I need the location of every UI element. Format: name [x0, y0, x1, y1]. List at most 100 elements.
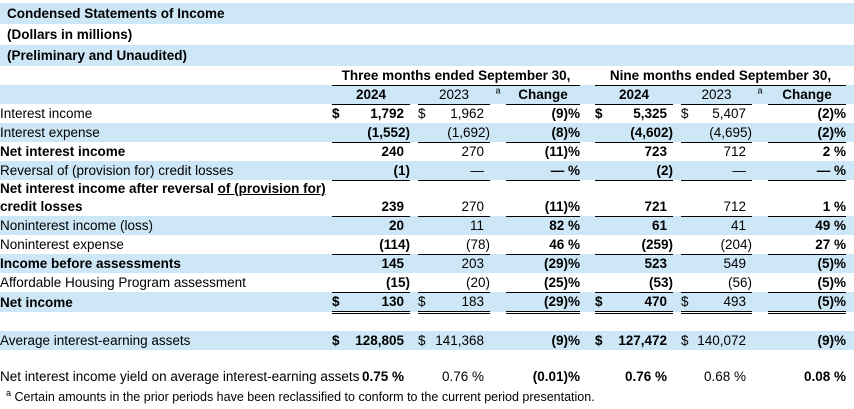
cell-value: (15) — [346, 273, 410, 293]
col-header-2023: 2023 — [681, 85, 752, 105]
row-label: Noninterest income (loss) — [0, 216, 332, 235]
row-net-interest-income-after-reversal: Net interest income after reversal of (p… — [0, 180, 854, 217]
cell-value: 712 — [723, 144, 746, 159]
cell-value: 0.76 % — [441, 369, 484, 384]
cell-value: 1,962 — [450, 106, 484, 121]
income-statement-table: Three months ended September 30, Nine mo… — [0, 66, 854, 386]
cell-change: (25)% — [506, 273, 580, 293]
cell-value: 61 — [609, 216, 673, 235]
row-noninterest-income: Noninterest income (loss) 20 11 82 % 61 … — [0, 216, 854, 235]
cell-value: 5,407 — [712, 106, 746, 121]
row-label: Net interest income after reversal of (p… — [0, 181, 326, 214]
row-label: Noninterest expense — [0, 237, 124, 252]
footnote-text: Certain amounts in the prior periods hav… — [14, 390, 595, 405]
dollar-sign: $ — [332, 292, 346, 314]
row-noninterest-expense: Noninterest expense (114) (78) 46 % (259… — [0, 235, 854, 255]
cell-change: — % — [768, 161, 847, 181]
dollar-sign: $ — [418, 292, 432, 314]
cell-change: — % — [506, 161, 580, 181]
cell-change: (0.01)% — [532, 369, 580, 384]
cell-change: 49 % — [768, 216, 847, 235]
cell-change: (2)% — [768, 123, 847, 143]
cell-value: (4,602) — [609, 123, 673, 143]
footnote-marker: a — [6, 388, 12, 398]
row-net-interest-income-yield: Net interest income yield on average int… — [0, 350, 854, 386]
cell-value: 240 — [381, 144, 404, 159]
cell-change: (9)% — [768, 331, 847, 350]
row-label: Affordable Housing Program assessment — [0, 275, 246, 290]
row-interest-expense: Interest expense (1,552) (1,692) (8)% (4… — [0, 123, 854, 143]
cell-change: (11)% — [544, 144, 580, 159]
cell-value: (20) — [432, 273, 490, 293]
cell-value: 11 — [432, 216, 490, 235]
cell-change: (9)% — [551, 106, 580, 121]
cell-value: 183 — [432, 292, 490, 314]
cell-value: (53) — [609, 273, 673, 293]
cell-value: 5,325 — [633, 106, 667, 121]
cell-change: 27 % — [768, 235, 847, 255]
footnote-marker: a — [752, 85, 768, 104]
cell-value: 270 — [432, 180, 490, 217]
cell-change: 2 % — [822, 144, 847, 159]
cell-value: (78) — [432, 235, 490, 255]
row-label: Net income — [0, 292, 332, 312]
cell-change: (11)% — [506, 180, 580, 217]
footnote-marker: a — [490, 85, 506, 104]
dollar-sign: $ — [595, 292, 609, 314]
cell-value: 721 — [609, 180, 673, 217]
cell-value: 1,792 — [370, 106, 404, 121]
dollar-sign: $ — [681, 331, 695, 350]
dollar-sign: $ — [332, 106, 340, 121]
dollar-sign: $ — [418, 106, 426, 121]
cell-value: (4,695) — [695, 123, 752, 143]
footnote: a Certain amounts in the prior periods h… — [0, 386, 854, 406]
doc-subtitle-units: (Dollars in millions) — [7, 27, 133, 42]
cell-value: 712 — [695, 180, 752, 217]
group-header-three-months: Three months ended September 30, — [332, 66, 580, 86]
doc-subtitle-status: (Preliminary and Unaudited) — [0, 45, 854, 66]
cell-value: 0.68 % — [703, 369, 746, 384]
cell-value: 140,072 — [695, 331, 752, 350]
cell-value: (1) — [346, 161, 410, 181]
cell-value: 470 — [609, 292, 673, 314]
cell-change: 82 % — [506, 216, 580, 235]
row-label: Net interest income — [0, 144, 126, 159]
cell-value: — — [432, 161, 490, 181]
col-header-2023: 2023 — [418, 85, 490, 105]
row-interest-income: Interest income $ 1,792 $ 1,962 (9)% $ 5… — [0, 104, 854, 123]
group-header-row: Three months ended September 30, Nine mo… — [0, 66, 854, 86]
row-label: Interest income — [0, 106, 93, 121]
cell-value: 270 — [461, 144, 484, 159]
column-header-row: 2024 2023 a Change 2024 2023 a Change — [0, 85, 854, 105]
row-average-interest-earning-assets: Average interest-earning assets $ 128,80… — [0, 331, 854, 350]
cell-value: (1,552) — [346, 123, 410, 143]
cell-value: 41 — [695, 216, 752, 235]
cell-value: — — [695, 161, 752, 181]
row-reversal-credit-losses: Reversal of (provision for) credit losse… — [0, 161, 854, 181]
cell-change: 46 % — [506, 235, 580, 255]
cell-value: (2) — [609, 161, 673, 181]
dollar-sign: $ — [681, 106, 689, 121]
col-header-change: Change — [768, 85, 847, 105]
cell-value: 493 — [695, 292, 752, 314]
cell-change: 0.08 % — [804, 369, 847, 384]
col-header-2024: 2024 — [595, 85, 673, 105]
row-label: Reversal of (provision for) credit losse… — [0, 161, 332, 180]
cell-value: 723 — [644, 144, 667, 159]
cell-value: 549 — [695, 254, 752, 273]
cell-value: (204) — [695, 235, 752, 255]
cell-value: (1,692) — [432, 123, 490, 143]
cell-change: (5)% — [768, 292, 847, 314]
cell-change: (8)% — [506, 123, 580, 143]
cell-value: 20 — [346, 216, 410, 235]
col-header-change: Change — [506, 85, 580, 105]
dollar-sign: $ — [595, 106, 603, 121]
doc-title: Condensed Statements of Income — [0, 3, 854, 24]
row-net-income: Net income $ 130 $ 183 (29)% $ 470 $ 493… — [0, 292, 854, 314]
dollar-sign: $ — [418, 331, 432, 350]
cell-change: (29)% — [506, 292, 580, 314]
cell-change: (5)% — [768, 254, 847, 273]
dollar-sign: $ — [681, 292, 695, 314]
cell-change: (2)% — [817, 106, 847, 121]
cell-value: 523 — [609, 254, 673, 273]
